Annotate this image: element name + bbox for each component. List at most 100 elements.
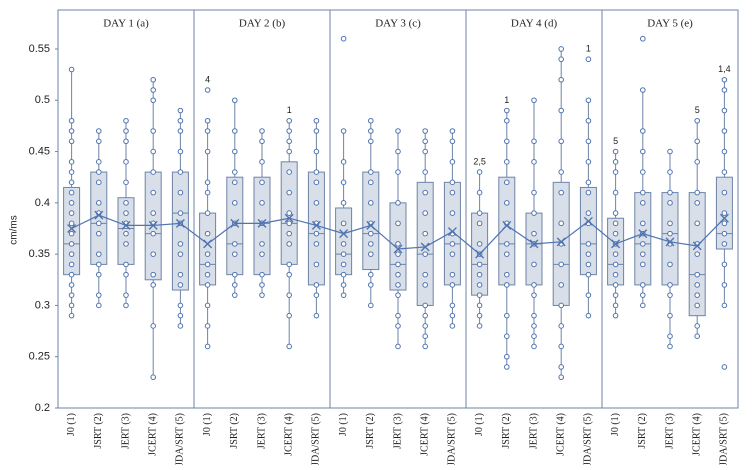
data-point (694, 333, 701, 339)
data-point (694, 251, 701, 257)
data-point (177, 169, 184, 175)
data-point (612, 312, 619, 319)
data-point (721, 220, 728, 227)
data-point (368, 271, 374, 278)
data-point (68, 200, 75, 206)
data-point (395, 323, 401, 329)
data-point (395, 200, 401, 206)
x-tick-label: JCERT (4) (691, 413, 702, 456)
data-point (640, 220, 646, 227)
data-point (558, 169, 565, 175)
data-point (395, 282, 401, 288)
data-point (395, 148, 401, 155)
data-point (395, 169, 401, 175)
data-point (476, 271, 483, 278)
data-point (640, 200, 646, 206)
data-point (150, 169, 156, 175)
data-point (476, 292, 483, 298)
data-point (286, 343, 293, 350)
data-point (476, 323, 483, 329)
data-point (232, 97, 238, 104)
data-point (640, 251, 646, 257)
data-point (286, 138, 293, 145)
data-point (640, 292, 646, 298)
data-point (395, 241, 401, 247)
data-point (449, 282, 456, 288)
data-point (558, 364, 565, 370)
data-point (504, 107, 510, 114)
data-point (177, 323, 184, 329)
data-point (531, 312, 537, 319)
data-point (721, 87, 728, 93)
data-point (558, 374, 565, 381)
mean-line (71, 214, 725, 255)
data-point (449, 241, 456, 247)
data-point (612, 302, 619, 309)
data-point (232, 179, 238, 186)
data-point (395, 343, 401, 350)
data-point (694, 271, 701, 278)
data-point (96, 302, 102, 309)
data-point (585, 241, 592, 247)
data-point (68, 138, 75, 145)
data-point (449, 210, 456, 216)
panel-title: DAY 1 (a) (103, 18, 149, 30)
data-point (612, 159, 619, 165)
data-point (340, 241, 347, 247)
data-point (504, 282, 510, 288)
data-point (667, 261, 673, 268)
data-point (368, 179, 374, 186)
data-point (694, 282, 701, 288)
data-point (640, 128, 646, 134)
data-point (204, 230, 211, 237)
data-point (449, 312, 456, 319)
x-tick-label: JSRT (2) (365, 413, 376, 449)
data-point (340, 35, 347, 42)
annotation: 2,5 (473, 156, 486, 166)
data-point (286, 117, 293, 124)
data-point (504, 159, 510, 165)
data-point (422, 343, 429, 350)
data-point (259, 200, 265, 206)
data-point (177, 241, 184, 247)
data-point (395, 220, 401, 227)
data-point (612, 220, 619, 227)
data-point (286, 220, 293, 227)
data-point (68, 230, 75, 237)
data-point (667, 148, 673, 155)
data-point (395, 128, 401, 134)
data-point (177, 251, 184, 257)
data-point (204, 271, 211, 278)
x-tick-label: JDA/SRT (5) (311, 413, 322, 465)
data-point (612, 292, 619, 298)
box (307, 171, 325, 286)
data-point (204, 128, 211, 134)
data-point (96, 200, 102, 206)
data-point (313, 117, 320, 124)
data-point (694, 323, 701, 329)
data-point (313, 282, 320, 288)
data-point (123, 138, 129, 145)
data-point (340, 220, 347, 227)
data-point (232, 292, 238, 298)
data-point (585, 210, 592, 216)
data-point (558, 189, 565, 196)
data-point (286, 230, 293, 237)
data-point (368, 138, 374, 145)
data-point (422, 148, 429, 155)
y-axis-label: cm/ms (9, 215, 20, 244)
data-point (531, 210, 537, 216)
data-point (368, 169, 374, 175)
data-point (96, 220, 102, 227)
data-point (504, 251, 510, 257)
mean-marker (67, 223, 77, 233)
x-tick-label: JDA/SRT (5) (175, 413, 186, 465)
data-point (204, 282, 211, 288)
data-point (96, 230, 102, 237)
data-point (694, 302, 701, 309)
data-point (395, 292, 401, 298)
data-point (667, 230, 673, 237)
data-point (313, 169, 320, 175)
data-point (531, 323, 537, 329)
